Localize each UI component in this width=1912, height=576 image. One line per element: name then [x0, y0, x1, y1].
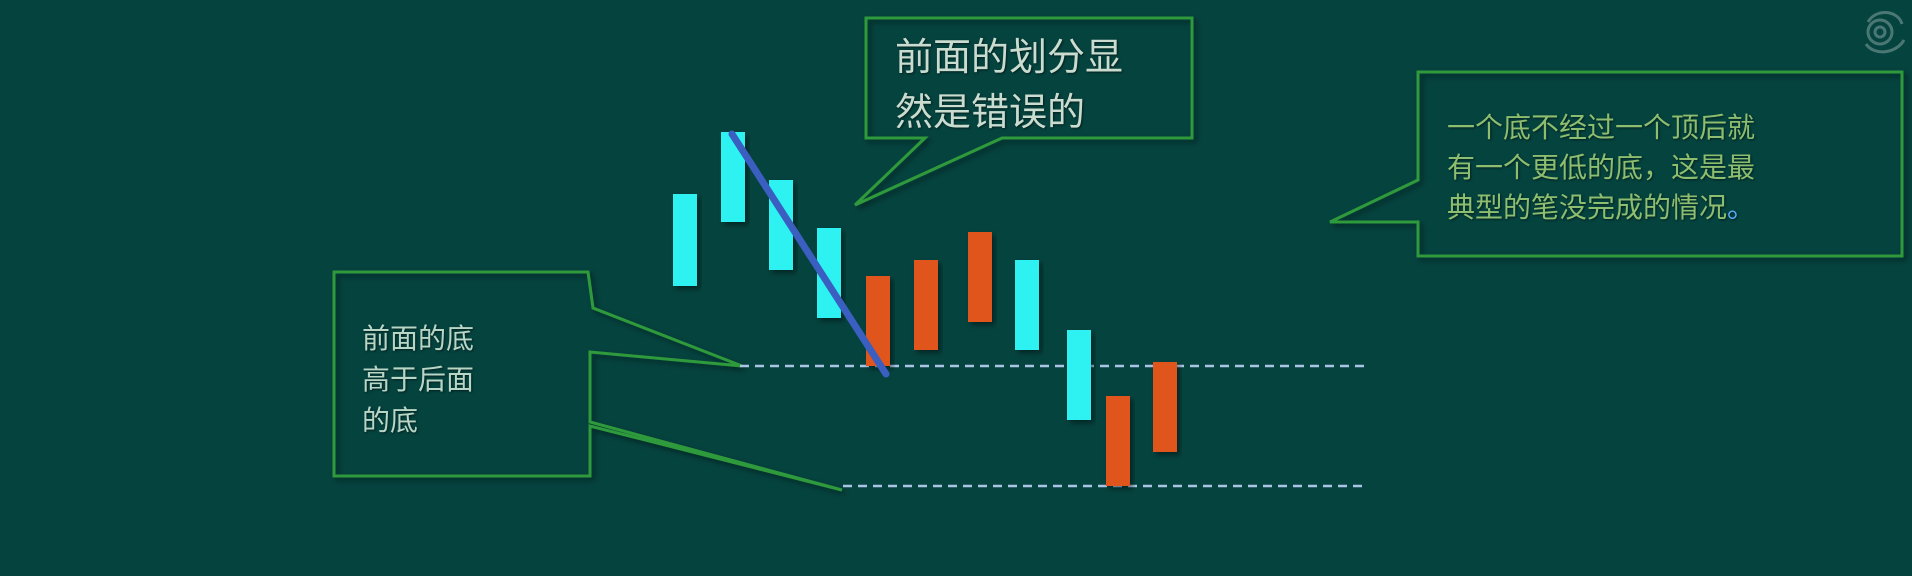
stroke-line [728, 130, 890, 378]
callout-left-shape [332, 270, 843, 492]
candle-down [1106, 396, 1130, 486]
candles-group [673, 132, 1177, 486]
callout-top-text: 前面的划分显 然是错误的 [895, 35, 1124, 134]
corner-ornament-icon [1864, 11, 1906, 54]
candle-down [1153, 362, 1177, 452]
callout-top-shape [853, 16, 1194, 207]
candle-up [1067, 330, 1091, 420]
callout-right-period: 。 [1727, 191, 1756, 224]
candle-up [1015, 260, 1039, 350]
candle-down [914, 260, 938, 350]
candle-down [968, 232, 992, 322]
callout-right-shape [1329, 70, 1904, 258]
callout-left-text: 前面的底 高于后面 的底 [362, 322, 475, 437]
callout-right-body: 一个底不经过一个顶后就 有一个更低的底，这是最 典型的笔没完成的情况 [1447, 111, 1756, 224]
callout-right-text: 一个底不经过一个顶后就 有一个更低的底，这是最 典型的笔没完成的情况。 [1447, 108, 1857, 228]
candle-up [673, 194, 697, 286]
